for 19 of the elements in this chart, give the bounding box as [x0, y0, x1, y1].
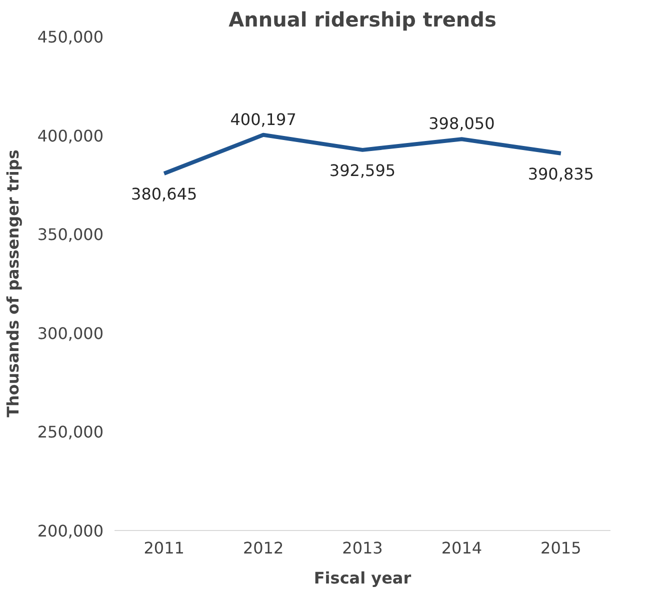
chart-title: Annual ridership trends: [228, 8, 496, 32]
data-label: 390,835: [528, 164, 594, 184]
x-axis-title: Fiscal year: [314, 568, 412, 588]
x-tick-label: 2012: [242, 538, 284, 558]
y-tick-label: 350,000: [37, 225, 104, 244]
x-tick-label: 2011: [144, 538, 184, 558]
data-label: 398,050: [428, 114, 495, 134]
data-label: 392,595: [329, 160, 396, 180]
data-label: 380,645: [131, 184, 198, 204]
x-tick-label: 2013: [342, 538, 383, 558]
y-tick-label: 300,000: [37, 324, 104, 343]
y-tick-label: 200,000: [37, 522, 104, 540]
y-tick-label: 450,000: [37, 28, 104, 46]
data-label: 400,197: [230, 110, 296, 129]
y-tick-label: 250,000: [37, 422, 104, 442]
y-axis-title: Thousands of passenger trips: [3, 150, 22, 418]
x-tick-label: 2014: [441, 538, 482, 558]
y-tick-label: 400,000: [37, 126, 104, 146]
x-tick-label: 2015: [540, 538, 582, 558]
